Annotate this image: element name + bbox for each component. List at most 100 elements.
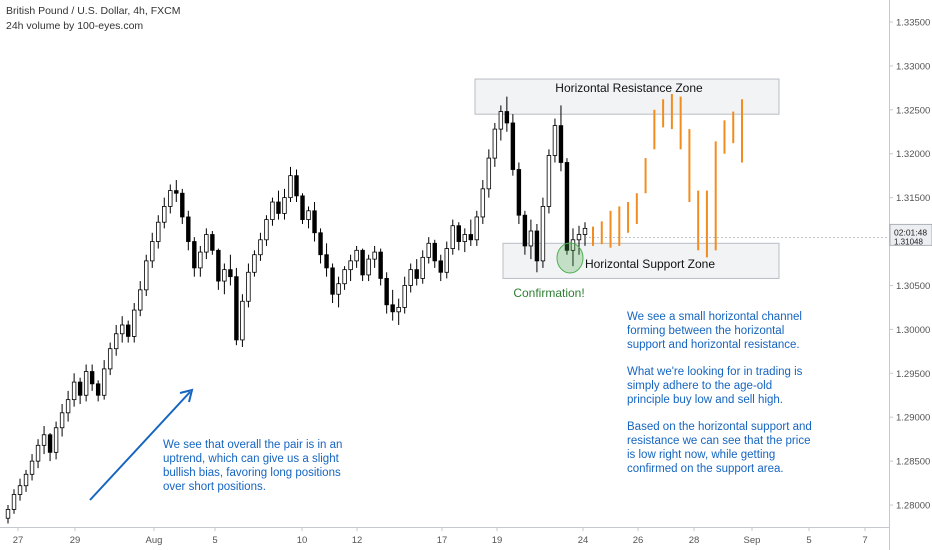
candle-body[interactable] — [330, 267, 335, 295]
candle-body[interactable] — [372, 251, 377, 260]
candle-body[interactable] — [534, 230, 540, 262]
candle-body[interactable] — [366, 258, 371, 276]
candle-body[interactable] — [312, 210, 317, 234]
candle-body[interactable] — [546, 155, 552, 207]
candle-body[interactable] — [396, 307, 401, 313]
candle-body[interactable] — [354, 249, 359, 262]
candle-body[interactable] — [288, 175, 293, 199]
candle-body[interactable] — [360, 249, 365, 276]
candle-body[interactable] — [426, 242, 431, 258]
candle-body[interactable] — [570, 239, 576, 251]
candle-body[interactable] — [41, 434, 47, 446]
candle-body[interactable] — [180, 192, 185, 218]
candle-body[interactable] — [582, 227, 588, 235]
candle-body[interactable] — [522, 214, 528, 247]
candle-body[interactable] — [59, 412, 65, 429]
candle-body[interactable] — [516, 169, 522, 216]
candle-body[interactable] — [324, 254, 329, 269]
candle-body[interactable] — [11, 494, 17, 510]
candle-body[interactable] — [210, 234, 215, 251]
candle-body[interactable] — [101, 368, 107, 396]
candle-body[interactable] — [276, 201, 281, 214]
candle-body[interactable] — [126, 324, 131, 337]
candle-body[interactable] — [83, 371, 89, 396]
candle-body[interactable] — [132, 309, 137, 337]
candle-body[interactable] — [348, 260, 353, 271]
candle-body[interactable] — [5, 509, 11, 519]
candle-body[interactable] — [77, 381, 83, 396]
candle-body[interactable] — [498, 111, 504, 130]
candle-body[interactable] — [420, 256, 425, 279]
candle-body[interactable] — [89, 371, 95, 385]
candle-body[interactable] — [282, 197, 287, 214]
candle-body[interactable] — [228, 269, 233, 278]
candle-body[interactable] — [162, 206, 167, 223]
candle-body[interactable] — [53, 427, 59, 453]
candle-body[interactable] — [216, 249, 221, 282]
candle-body[interactable] — [294, 175, 299, 197]
candle-body[interactable] — [258, 239, 263, 256]
candle-body[interactable] — [318, 232, 323, 256]
candle-body[interactable] — [150, 241, 155, 262]
candle-body[interactable] — [408, 269, 413, 286]
candle-body[interactable] — [246, 271, 251, 302]
candle-body[interactable] — [144, 260, 149, 291]
candle-body[interactable] — [378, 251, 383, 279]
candle-body[interactable] — [264, 219, 269, 241]
candle-body[interactable] — [95, 383, 101, 396]
candle-body[interactable] — [444, 248, 449, 273]
candle-body[interactable] — [510, 122, 516, 170]
candle-body[interactable] — [23, 473, 29, 487]
candle-body[interactable] — [65, 399, 71, 414]
candle-body[interactable] — [300, 195, 305, 220]
candle-body[interactable] — [29, 460, 35, 475]
candle-body[interactable] — [107, 348, 113, 370]
candle-body[interactable] — [576, 234, 582, 241]
candle-body[interactable] — [456, 225, 461, 242]
candle-body[interactable] — [390, 304, 395, 313]
candle-body[interactable] — [47, 434, 53, 453]
candle-body[interactable] — [480, 188, 486, 218]
candle-body[interactable] — [198, 251, 203, 269]
resistance-zone[interactable] — [474, 78, 780, 115]
candle-body[interactable] — [552, 125, 558, 156]
candle-body[interactable] — [564, 162, 570, 251]
candle-body[interactable] — [486, 157, 492, 190]
candle-body[interactable] — [174, 190, 179, 194]
candle-body[interactable] — [156, 221, 161, 242]
candle-body[interactable] — [558, 125, 564, 163]
candle-body[interactable] — [342, 269, 347, 285]
candle-body[interactable] — [336, 283, 341, 295]
candle-body[interactable] — [204, 234, 209, 253]
candle-body[interactable] — [438, 260, 443, 273]
candle-body[interactable] — [462, 234, 467, 242]
candle-body[interactable] — [113, 333, 119, 350]
candle-body[interactable] — [414, 269, 419, 279]
candle-body[interactable] — [432, 242, 437, 262]
candle-body[interactable] — [222, 269, 227, 282]
candle-body[interactable] — [192, 241, 197, 269]
candle-body[interactable] — [474, 216, 480, 241]
candle-body[interactable] — [252, 254, 257, 273]
candle-body[interactable] — [540, 206, 546, 262]
candle-body[interactable] — [492, 128, 498, 159]
candle-body[interactable] — [270, 201, 275, 220]
candle-body[interactable] — [450, 225, 455, 249]
candle-body[interactable] — [240, 300, 245, 341]
candle-body[interactable] — [17, 485, 23, 495]
candle-body[interactable] — [234, 276, 239, 341]
candle-body[interactable] — [306, 210, 311, 220]
candle-body[interactable] — [402, 285, 407, 308]
candle-body[interactable] — [528, 230, 534, 247]
support-zone[interactable] — [502, 242, 780, 279]
candle-body[interactable] — [35, 444, 41, 462]
candle-body[interactable] — [71, 381, 77, 401]
candle-body[interactable] — [504, 111, 510, 124]
candle-body[interactable] — [384, 278, 389, 306]
candle-body[interactable] — [468, 234, 474, 241]
candle-body[interactable] — [168, 190, 173, 207]
candle-body[interactable] — [119, 324, 125, 335]
candle-body[interactable] — [138, 289, 143, 311]
candle-body[interactable] — [186, 216, 191, 242]
